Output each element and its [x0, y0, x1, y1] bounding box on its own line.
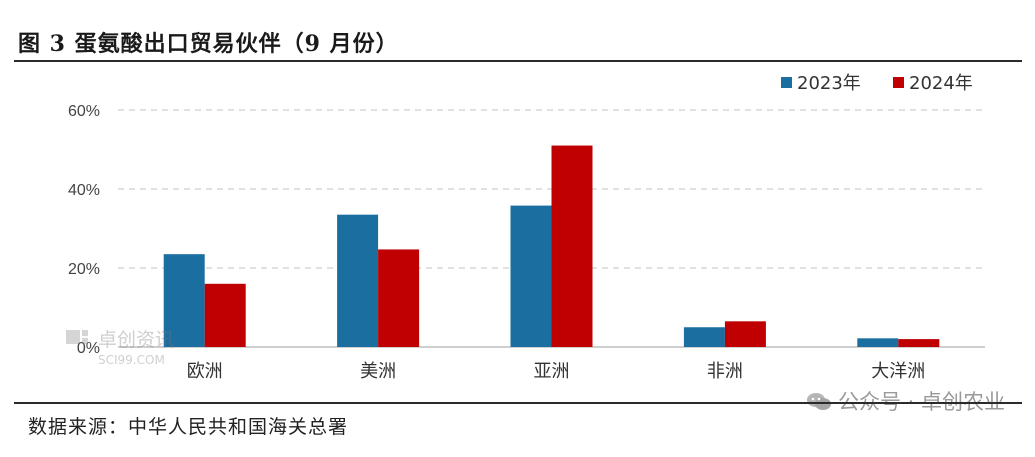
- x-tick-label: 亚洲: [534, 361, 570, 382]
- figure-title: 图 3 蛋氨酸出口贸易伙伴（9 月份）: [18, 31, 399, 57]
- legend-swatch-1: [893, 77, 904, 88]
- legend-swatch-0: [781, 77, 792, 88]
- bar-2024-3: [724, 321, 766, 347]
- x-tick-label: 非洲: [707, 361, 743, 382]
- legend-label-1: 2024年: [909, 73, 973, 94]
- bar-2023-0: [163, 254, 205, 347]
- watermark-logo-text: 卓创资讯: [98, 329, 174, 351]
- bar-2023-4: [857, 338, 899, 347]
- data-source: 数据来源：中华人民共和国海关总署: [28, 416, 349, 438]
- figure-title-bar: 图 3 蛋氨酸出口贸易伙伴（9 月份）: [14, 24, 1022, 62]
- x-tick-label: 美洲: [360, 361, 396, 382]
- x-tick-label: 大洋洲: [871, 361, 925, 382]
- y-tick-labels: 0% 20% 40% 60%: [68, 103, 100, 357]
- source-bar: 数据来源：中华人民共和国海关总署: [14, 402, 1022, 444]
- bar-2024-1: [378, 249, 420, 347]
- x-tick-label: 欧洲: [187, 361, 223, 382]
- watermark-logo-url: SCI99.COM: [98, 353, 165, 367]
- watermark-logo: 卓创资讯 SCI99.COM: [66, 329, 174, 367]
- bar-2023-2: [510, 205, 552, 347]
- y-tick-label: 0%: [77, 340, 100, 357]
- bar-2024-0: [204, 283, 246, 347]
- x-tick-labels: 欧洲 美洲 亚洲 非洲 大洋洲: [187, 361, 926, 382]
- legend: 2023年 2024年: [781, 73, 973, 94]
- y-tick-label: 20%: [68, 261, 100, 278]
- bar-2024-4: [898, 339, 940, 347]
- y-tick-label: 40%: [68, 182, 100, 199]
- bar-2024-2: [551, 145, 593, 347]
- y-tick-label: 60%: [68, 103, 100, 120]
- legend-label-0: 2023年: [797, 73, 861, 94]
- bar-2023-1: [337, 214, 379, 347]
- bar-2023-3: [683, 327, 725, 347]
- bar-chart: 0% 20% 40% 60% 欧洲 美洲 亚洲 非洲 大洋洲 2023年 2024年 卓创资讯 …: [66, 73, 985, 382]
- bars: [163, 145, 940, 347]
